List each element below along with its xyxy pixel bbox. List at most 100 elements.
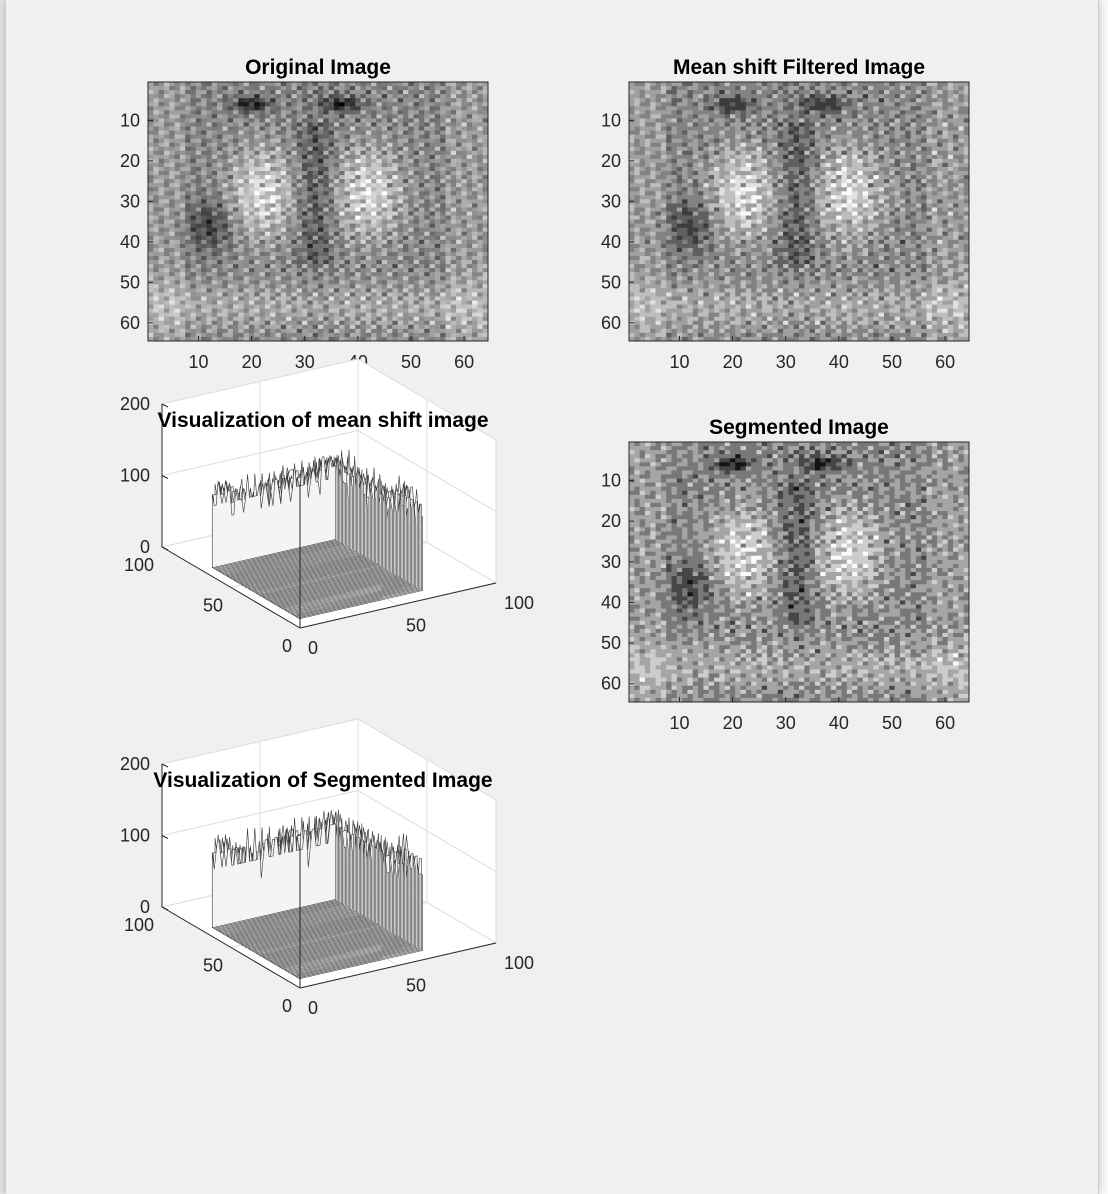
pixel	[446, 191, 452, 195]
pixel	[398, 147, 404, 151]
pixel	[403, 151, 409, 155]
pixel	[456, 106, 462, 110]
pixel	[408, 228, 414, 232]
pixel	[159, 159, 165, 163]
pixel	[456, 248, 462, 252]
pixel	[419, 305, 425, 309]
pixel	[180, 296, 186, 300]
pixel	[371, 127, 377, 131]
pixel	[286, 228, 292, 232]
pixel	[175, 321, 181, 325]
pixel	[446, 240, 452, 244]
pixel	[313, 106, 319, 110]
pixel	[350, 175, 356, 179]
pixel	[419, 179, 425, 183]
pixel	[254, 309, 260, 313]
pixel	[270, 183, 276, 187]
pixel	[201, 228, 207, 232]
pixel	[430, 228, 436, 232]
pixel	[307, 131, 313, 135]
pixel	[206, 309, 212, 313]
pixel	[451, 171, 457, 175]
pixel	[313, 167, 319, 171]
pixel	[879, 90, 885, 94]
pixel	[323, 252, 329, 256]
pixel	[361, 296, 367, 300]
pixel	[185, 244, 191, 248]
pixel	[361, 236, 367, 240]
pixel	[265, 325, 271, 329]
pixel	[687, 98, 693, 102]
pixel	[175, 143, 181, 147]
pixel	[414, 333, 420, 337]
pixel	[361, 82, 367, 86]
pixel	[222, 216, 228, 220]
pixel	[244, 333, 250, 337]
pixel	[249, 268, 255, 272]
pixel	[201, 179, 207, 183]
pixel	[159, 167, 165, 171]
pixel	[297, 325, 303, 329]
pixel	[164, 276, 170, 280]
pixel	[212, 110, 218, 114]
pixel	[937, 86, 943, 90]
pixel	[435, 135, 441, 139]
pixel	[233, 212, 239, 216]
pixel	[260, 216, 266, 220]
pixel	[297, 228, 303, 232]
pixel	[281, 333, 287, 337]
pixel	[435, 159, 441, 163]
pixel	[180, 171, 186, 175]
pixel	[244, 329, 250, 333]
pixel	[714, 110, 720, 114]
pixel	[323, 167, 329, 171]
pixel	[355, 122, 361, 126]
pixel	[175, 195, 181, 199]
pixel	[408, 159, 414, 163]
pixel	[238, 163, 244, 167]
pixel	[260, 329, 266, 333]
pixel	[281, 143, 287, 147]
pixel	[228, 260, 234, 264]
pixel	[233, 191, 239, 195]
pixel	[730, 90, 736, 94]
pixel	[260, 224, 266, 228]
pixel	[820, 118, 826, 122]
pixel	[329, 127, 335, 131]
pixel	[350, 292, 356, 296]
pixel	[730, 82, 736, 86]
pixel	[461, 280, 467, 284]
pixel	[424, 260, 430, 264]
pixel	[451, 159, 457, 163]
pixel	[297, 203, 303, 207]
pixel	[958, 82, 964, 86]
pixel	[440, 296, 446, 300]
pixel	[879, 82, 885, 86]
pixel	[879, 110, 885, 114]
pixel	[169, 260, 175, 264]
pixel	[212, 309, 218, 313]
pixel	[408, 203, 414, 207]
pixel	[804, 122, 810, 126]
pixel	[307, 268, 313, 272]
pixel	[159, 309, 165, 313]
pixel	[387, 203, 393, 207]
pixel	[361, 114, 367, 118]
pixel	[937, 98, 943, 102]
pixel	[725, 86, 731, 90]
pixel	[206, 175, 212, 179]
pixel	[222, 333, 228, 337]
pixel	[440, 90, 446, 94]
pixel	[703, 114, 709, 118]
pixel	[398, 155, 404, 159]
pixel	[233, 114, 239, 118]
pixel	[725, 110, 731, 114]
pixel	[191, 292, 197, 296]
pixel	[666, 122, 672, 126]
pixel	[868, 110, 874, 114]
pixel	[446, 228, 452, 232]
pixel	[159, 236, 165, 240]
pixel	[196, 175, 202, 179]
pixel	[414, 272, 420, 276]
pixel	[350, 155, 356, 159]
